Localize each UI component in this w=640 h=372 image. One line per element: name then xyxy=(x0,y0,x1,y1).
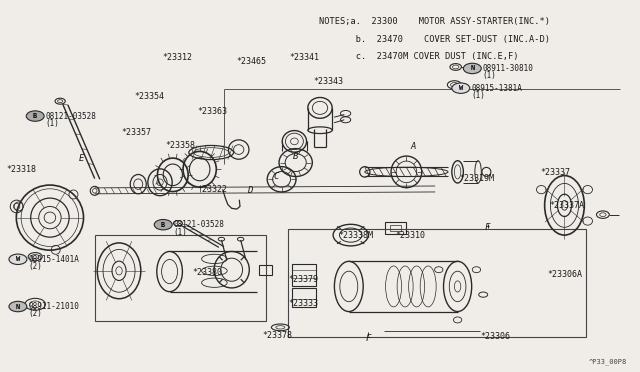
Circle shape xyxy=(9,254,27,264)
Circle shape xyxy=(154,219,172,230)
Circle shape xyxy=(463,63,481,74)
Circle shape xyxy=(452,83,470,93)
Text: (1): (1) xyxy=(483,71,497,80)
Circle shape xyxy=(26,111,44,121)
Text: *23338M: *23338M xyxy=(338,231,373,240)
Bar xyxy=(292,264,316,286)
Text: *23306: *23306 xyxy=(480,332,510,341)
Bar xyxy=(390,225,401,231)
Text: D: D xyxy=(247,186,252,195)
Text: E: E xyxy=(79,154,84,163)
Text: *23354: *23354 xyxy=(134,92,164,101)
Text: *23357: *23357 xyxy=(122,128,152,137)
Text: NOTES;a.  23300    MOTOR ASSY-STARTER(INC.*): NOTES;a. 23300 MOTOR ASSY-STARTER(INC.*) xyxy=(319,17,550,26)
Text: *23337: *23337 xyxy=(541,169,571,177)
Text: C: C xyxy=(274,172,279,181)
Text: *23306A: *23306A xyxy=(547,270,582,279)
Bar xyxy=(385,222,406,234)
Text: 08121-03528: 08121-03528 xyxy=(173,220,224,229)
Text: 08915-1401A: 08915-1401A xyxy=(28,255,79,264)
Text: W: W xyxy=(16,256,20,262)
Text: *23358: *23358 xyxy=(165,141,195,150)
Circle shape xyxy=(9,301,27,312)
Text: *23380: *23380 xyxy=(192,268,222,277)
Text: (2): (2) xyxy=(28,310,42,318)
Text: c.  23470M COVER DUST (INC.E,F): c. 23470M COVER DUST (INC.E,F) xyxy=(319,52,518,61)
Text: *23312: *23312 xyxy=(162,53,192,62)
Text: A: A xyxy=(410,142,415,151)
Text: B: B xyxy=(161,222,165,228)
Text: 08911-21010: 08911-21010 xyxy=(28,302,79,311)
Text: ^P33_00P8: ^P33_00P8 xyxy=(589,358,627,365)
Text: 08911-30810: 08911-30810 xyxy=(483,64,533,73)
Text: (2): (2) xyxy=(28,262,42,271)
Text: *23322: *23322 xyxy=(197,185,227,194)
Text: *23378: *23378 xyxy=(262,331,292,340)
Text: *23337A: *23337A xyxy=(549,201,584,210)
Text: *23379: *23379 xyxy=(288,275,318,284)
Text: *23319M: *23319M xyxy=(460,174,495,183)
Text: W: W xyxy=(459,85,463,91)
Bar xyxy=(292,288,316,307)
Text: 08121-03528: 08121-03528 xyxy=(45,112,96,121)
Text: (1): (1) xyxy=(45,119,60,128)
Text: *23343: *23343 xyxy=(314,77,344,86)
Text: F: F xyxy=(365,334,371,343)
Text: F: F xyxy=(485,223,490,232)
Text: (1): (1) xyxy=(471,91,485,100)
Text: B: B xyxy=(33,113,37,119)
Bar xyxy=(95,235,266,321)
Text: *23333: *23333 xyxy=(288,299,318,308)
Text: B: B xyxy=(293,152,298,161)
Text: *23310: *23310 xyxy=(396,231,426,240)
Text: (1): (1) xyxy=(173,228,188,237)
Text: N: N xyxy=(470,65,474,71)
Text: b.  23470    COVER SET-DUST (INC.A-D): b. 23470 COVER SET-DUST (INC.A-D) xyxy=(319,35,550,44)
Text: *23363: *23363 xyxy=(197,107,227,116)
Text: *23318: *23318 xyxy=(6,165,36,174)
Text: N: N xyxy=(16,304,20,310)
Bar xyxy=(259,265,272,275)
Text: *23341: *23341 xyxy=(289,53,319,62)
Bar xyxy=(288,229,586,337)
Text: *23465: *23465 xyxy=(237,57,267,66)
Text: 08915-1381A: 08915-1381A xyxy=(471,84,522,93)
